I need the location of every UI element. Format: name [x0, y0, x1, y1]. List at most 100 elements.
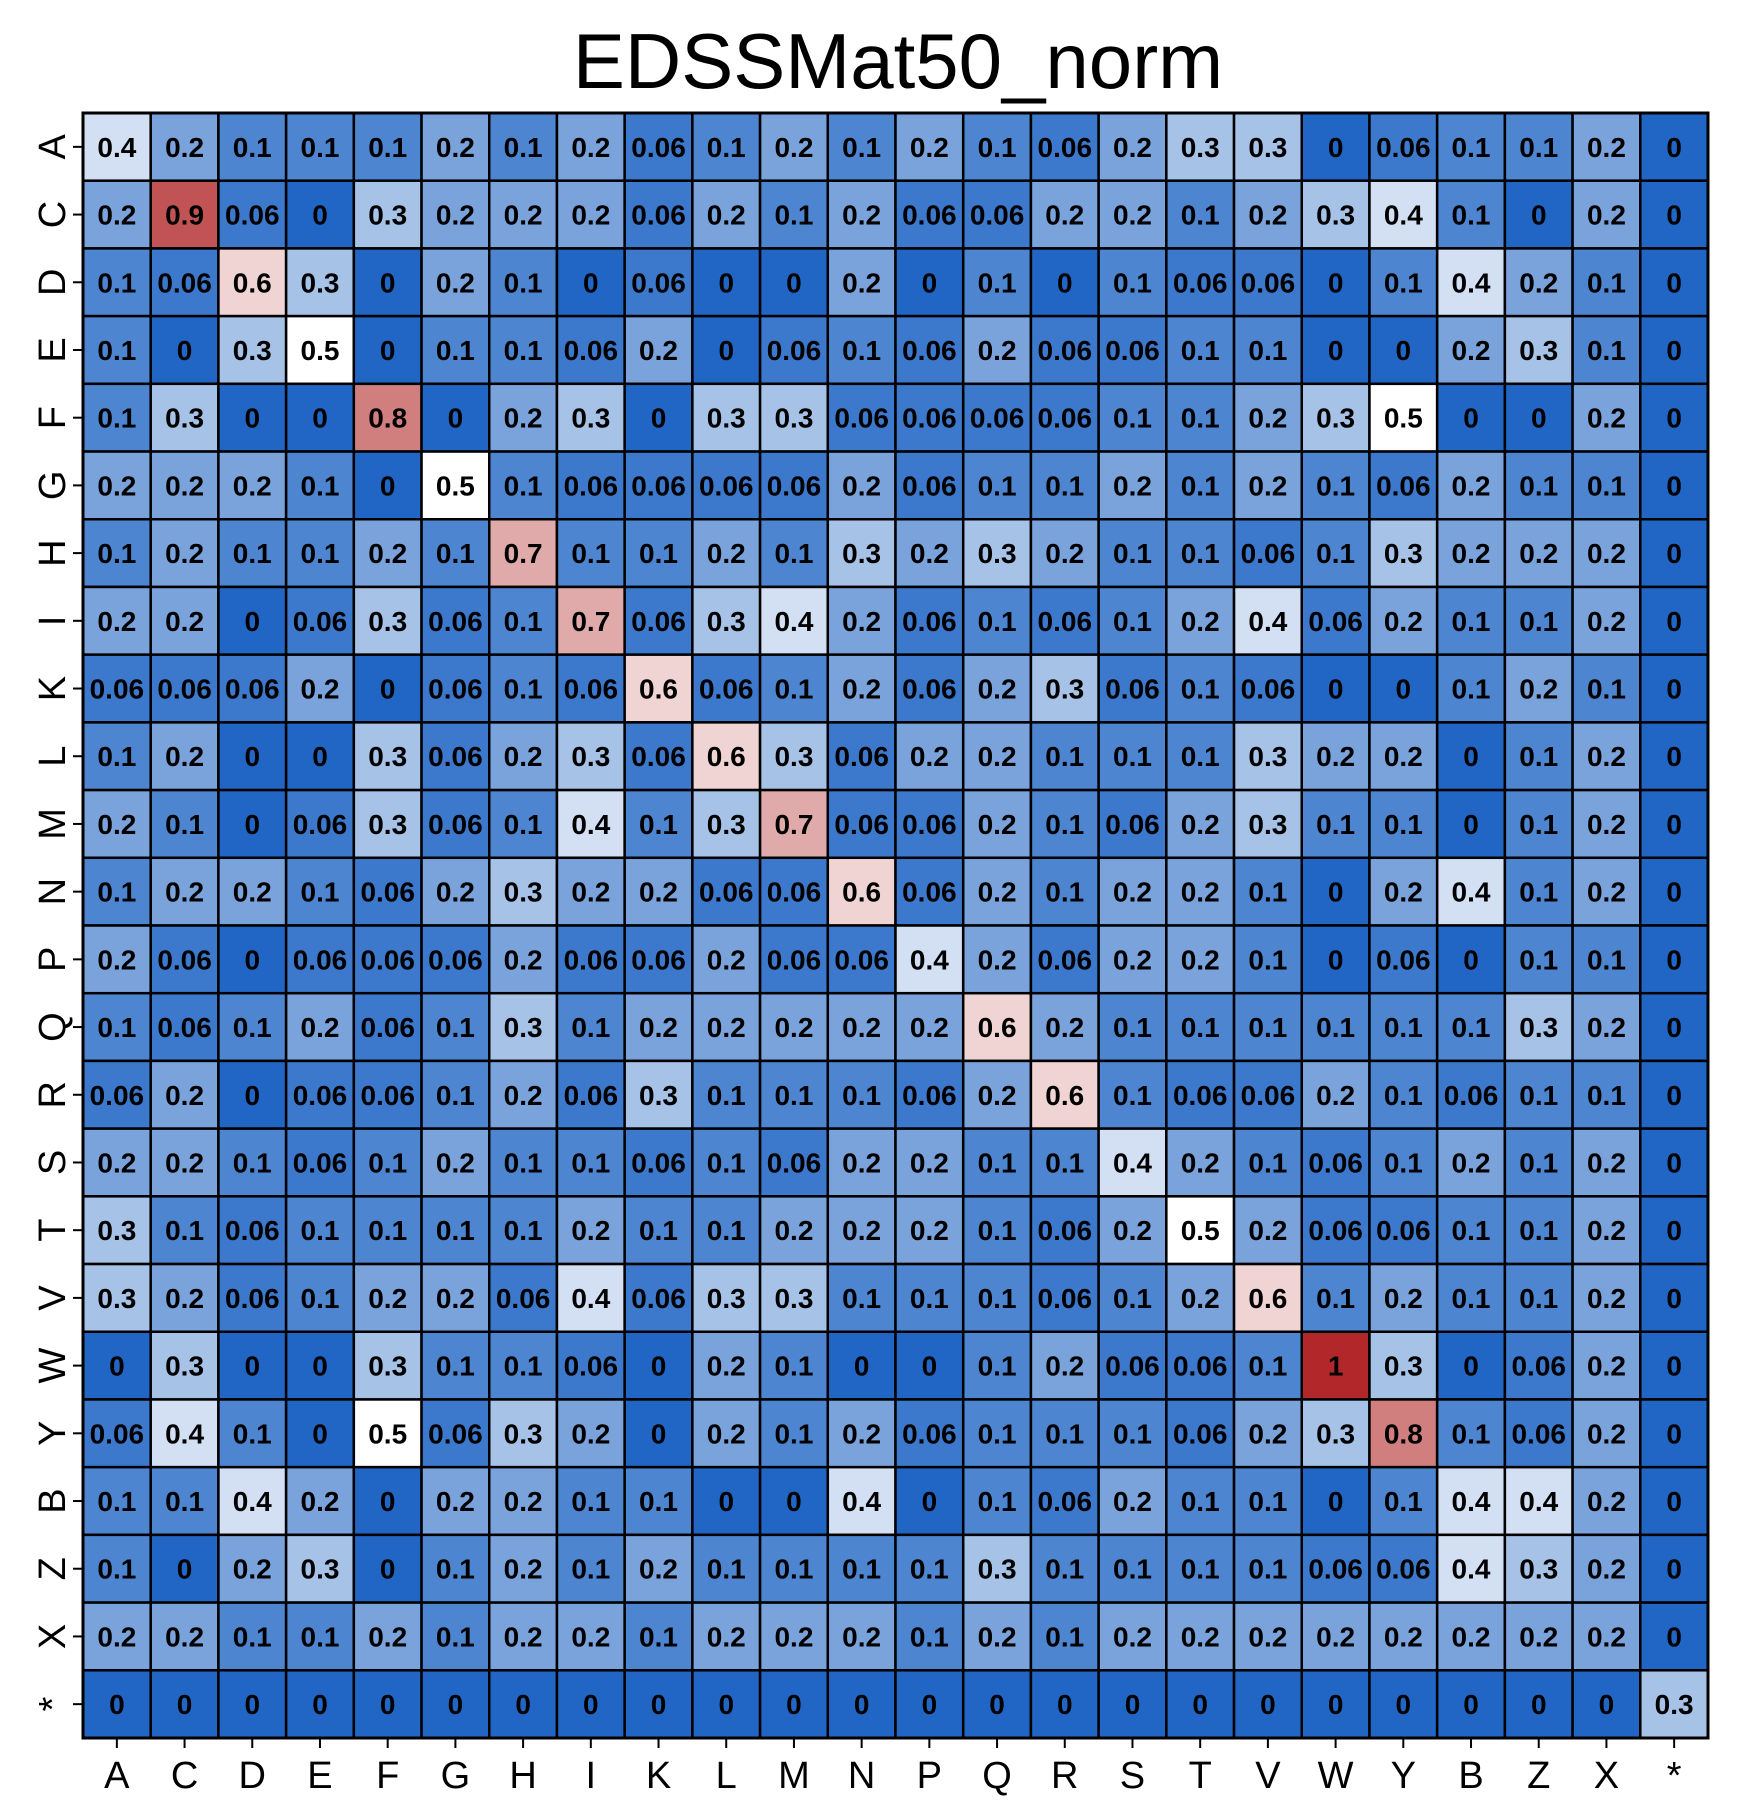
cell-value-label: 0.1 [504, 1147, 543, 1178]
cell-value-label: 0.1 [368, 1147, 407, 1178]
cell-value-label: 0.06 [428, 674, 483, 705]
heatmap-cell-W-B [1435, 1330, 1507, 1401]
heatmap-cell-I-W [1300, 585, 1371, 656]
heatmap-cell-L-S [1097, 721, 1168, 792]
heatmap-cell-G-X [1571, 450, 1642, 521]
heatmap-cell-B-M [758, 1465, 830, 1537]
heatmap-cell-L-M [758, 721, 830, 792]
heatmap-cell-D-F [352, 247, 423, 318]
cell-value-label: 0.8 [368, 403, 407, 434]
heatmap-cell-S-Z [1503, 1127, 1574, 1198]
cell-value-label: 0 [177, 335, 193, 366]
heatmap-cell-F-S [1097, 382, 1168, 453]
cell-value-label: 0.2 [504, 403, 543, 434]
cell-value-label: 0.2 [1316, 741, 1355, 772]
heatmap-cell-B-T [1165, 1465, 1236, 1537]
cell-value-label: 0.06 [496, 1283, 551, 1314]
cell-value-label: 0.1 [1316, 1283, 1355, 1314]
cell-value-label: 0 [651, 403, 667, 434]
cell-value-label: 0.2 [978, 1621, 1017, 1652]
cell-value-label: 0.2 [1181, 1147, 1220, 1178]
heatmap-cell-N-Y [1368, 856, 1439, 927]
cell-value-label: 0.06 [834, 944, 889, 975]
cell-value-label: 0.2 [1587, 200, 1626, 231]
cell-value-label: 0.2 [1452, 335, 1491, 366]
heatmap-cell-P-M [758, 924, 830, 995]
heatmap-cell-D-G [420, 247, 491, 318]
x-tick-label: P [917, 1755, 942, 1797]
cell-value-label: 0.06 [699, 470, 754, 501]
cell-value-label: 0.06 [293, 944, 348, 975]
cell-value-label: 0.1 [1519, 1215, 1558, 1246]
cell-value-label: 0 [1125, 1689, 1141, 1720]
heatmap-cell-K-H [488, 653, 559, 724]
cell-value-label: 0.06 [1105, 809, 1160, 840]
heatmap-cell-V-Y [1368, 1262, 1439, 1333]
x-tick-label: E [307, 1755, 332, 1797]
cell-value-label: 0.2 [1248, 403, 1287, 434]
cell-value-label: 0.3 [842, 538, 881, 569]
cell-value-label: 0.1 [1384, 1486, 1423, 1517]
heatmap-cell-C-N [826, 179, 897, 250]
heatmap-cell-G-W [1300, 450, 1371, 521]
heatmap-cell-A-Y [1368, 111, 1439, 182]
cell-value-label: 0.2 [842, 200, 881, 231]
cell-value-label: 0 [312, 403, 328, 434]
cell-value-label: 0.06 [1444, 1080, 1499, 1111]
heatmap-cell-F-G [420, 382, 491, 453]
cell-value-label: 0 [1666, 1147, 1682, 1178]
cell-value-label: 0.2 [707, 944, 746, 975]
cell-value-label: 0.06 [1038, 1486, 1093, 1517]
cell-value-label: 0 [244, 1351, 260, 1382]
cell-value-label: 0.1 [165, 1486, 204, 1517]
cell-value-label: 0.1 [233, 1621, 272, 1652]
cell-value-label: 0.1 [504, 132, 543, 163]
cell-value-label: 0.06 [90, 674, 145, 705]
cell-value-label: 0.2 [774, 1621, 813, 1652]
cell-value-label: 0.4 [1452, 1554, 1491, 1585]
heatmap-cell-Q-S [1097, 991, 1168, 1063]
heatmap-cell-A-L [691, 111, 762, 182]
cell-value-label: 0 [1666, 606, 1682, 637]
heatmap-cell-Y-P [894, 1398, 965, 1469]
heatmap-cell-G-M [758, 450, 830, 521]
cell-value-label: 0.3 [639, 1080, 678, 1111]
cell-value-label: 0.1 [1045, 1621, 1084, 1652]
heatmap-cell-S-I [555, 1127, 626, 1198]
cell-value-label: 0.3 [165, 1351, 204, 1382]
cell-value-label: 0.1 [1248, 1486, 1287, 1517]
cell-value-label: 0.4 [97, 132, 136, 163]
heatmap-cell-M-N [826, 788, 897, 860]
cell-value-label: 0 [1463, 1689, 1479, 1720]
y-tick-label: P [32, 947, 74, 972]
cell-value-label: 0.1 [1519, 741, 1558, 772]
cell-value-label: 0.06 [902, 674, 957, 705]
heatmap-cell-P-R [1029, 924, 1100, 995]
heatmap-cell-Q-B [1435, 991, 1507, 1063]
cell-value-label: 0.2 [165, 741, 204, 772]
heatmap-cell-*-T [1165, 1669, 1236, 1740]
heatmap-cell-K-E [284, 653, 356, 724]
heatmap-cell-Z-W [1300, 1533, 1371, 1604]
cell-value-label: 0.3 [1248, 809, 1287, 840]
cell-value-label: 0 [1666, 200, 1682, 231]
cell-value-label: 0.2 [1587, 1418, 1626, 1449]
cell-value-label: 0.06 [428, 809, 483, 840]
cell-value-label: 0.1 [1045, 1147, 1084, 1178]
cell-value-label: 0.1 [639, 1621, 678, 1652]
heatmap-cell-C-D [217, 179, 288, 250]
cell-value-label: 0.1 [436, 1554, 475, 1585]
cell-value-label: 0.4 [1452, 267, 1491, 298]
heatmap-cell-P-K [623, 924, 694, 995]
cell-value-label: 0.1 [1384, 267, 1423, 298]
cell-value-label: 0.2 [1248, 1621, 1287, 1652]
cell-value-label: 0.06 [1105, 335, 1160, 366]
cell-value-label: 0.2 [436, 200, 475, 231]
cell-value-label: 0.2 [1587, 877, 1626, 908]
cell-value-label: 0.06 [564, 470, 619, 501]
y-tick-label: K [32, 676, 74, 701]
cell-value-label: 0.2 [910, 1012, 949, 1043]
heatmap-cell-X-L [691, 1601, 762, 1672]
cell-value-label: 0.2 [1587, 1621, 1626, 1652]
cell-value-label: 0.6 [707, 741, 746, 772]
